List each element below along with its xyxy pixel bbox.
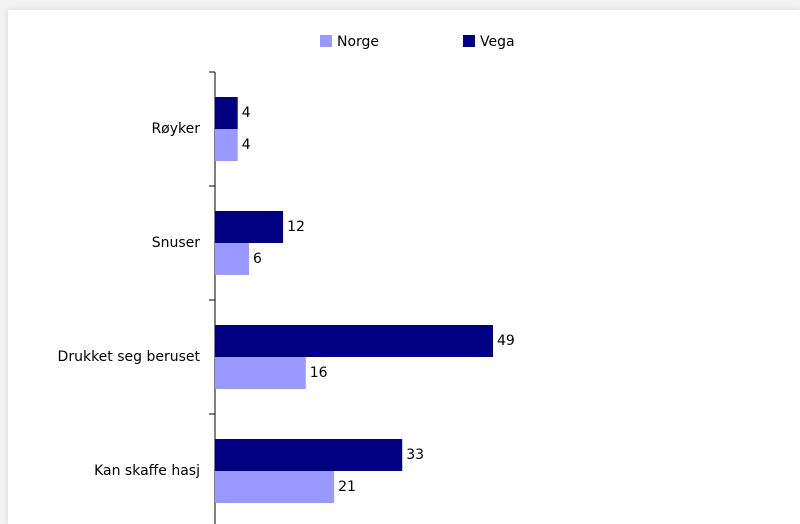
bar xyxy=(215,439,403,471)
category-label: Røyker xyxy=(151,121,200,137)
data-label: 33 xyxy=(406,447,424,463)
data-label: 4 xyxy=(242,137,251,153)
bar xyxy=(215,471,335,503)
data-label: 16 xyxy=(310,365,328,381)
bar xyxy=(215,357,306,389)
bar xyxy=(215,129,238,161)
legend-swatch xyxy=(320,35,332,47)
bar xyxy=(215,325,493,357)
legend-label: Norge xyxy=(337,34,379,50)
bar xyxy=(215,97,238,129)
category-label: Drukket seg beruset xyxy=(58,349,201,365)
data-label: 49 xyxy=(497,333,515,349)
legend-swatch xyxy=(463,35,475,47)
data-label: 4 xyxy=(242,105,251,121)
data-label: 6 xyxy=(253,251,262,267)
data-label: 21 xyxy=(338,479,356,495)
category-label: Kan skaffe hasj xyxy=(94,463,200,479)
chart-card xyxy=(8,10,800,524)
category-label: Snuser xyxy=(152,235,201,251)
bar xyxy=(215,243,250,275)
legend-label: Vega xyxy=(480,34,515,50)
data-label: 12 xyxy=(287,219,305,235)
bar xyxy=(215,211,284,243)
